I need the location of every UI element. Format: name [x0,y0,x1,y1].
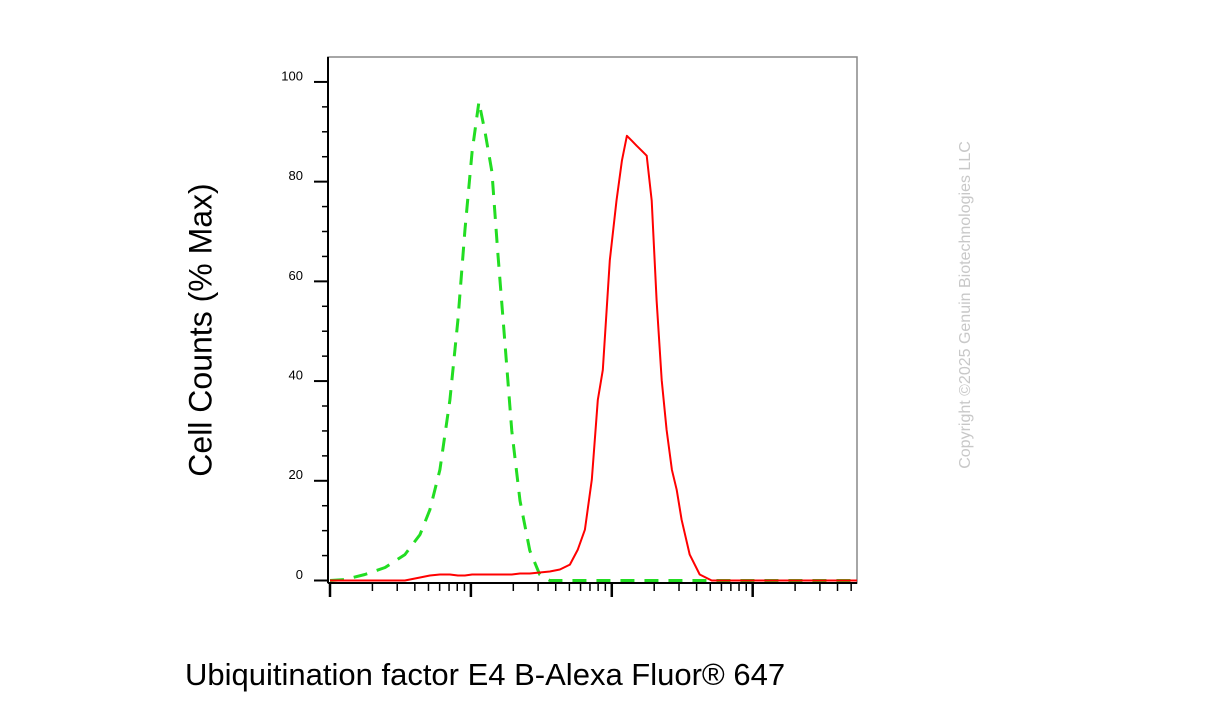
y-tick-label: 60 [289,268,303,283]
y-tick-label: 100 [281,68,303,83]
series-line [329,100,857,582]
y-axis-label: Cell Counts (% Max) [182,183,218,476]
copyright: Copyright ©2025 Genuin Biotechnologies L… [957,141,974,469]
x-axis-label: Ubiquitination factor E4 B-Alexa Fluor® … [185,657,785,692]
plot-frame [327,56,858,584]
y-tick-label: 0 [296,567,303,582]
series-line [330,134,857,582]
y-tick-label: 40 [289,368,303,383]
y-tick-label: 80 [289,168,303,183]
y-tick-label: 20 [289,467,303,482]
